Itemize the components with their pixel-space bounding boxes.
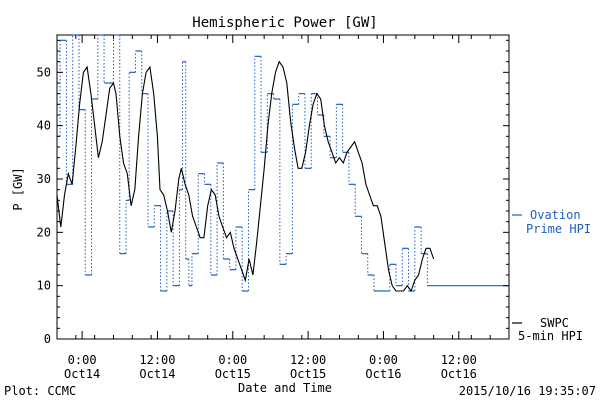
x-tick-time-label: 0:00	[218, 353, 247, 367]
y-axis-label: P [GW]	[11, 167, 25, 210]
x-axis-label: Date and Time	[238, 381, 332, 395]
x-tick-time-label: 0:00	[68, 353, 97, 367]
legend-swpc-label: SWPC	[540, 316, 569, 330]
y-tick-label: 0	[44, 332, 51, 346]
x-tick-day-label: Oct16	[365, 367, 401, 381]
x-axis: 0:00Oct1412:00Oct140:00Oct1512:00Oct150:…	[56, 35, 510, 381]
swpc-series-group	[56, 60, 435, 293]
x-tick-time-label: 12:00	[139, 353, 175, 367]
plot-frame	[56, 34, 510, 340]
y-tick-label: 10	[37, 279, 51, 293]
x-tick-time-label: 12:00	[441, 353, 477, 367]
legend-ovation-label: Ovation	[530, 208, 581, 222]
x-tick-day-label: Oct14	[139, 367, 175, 381]
x-tick-time-label: 0:00	[369, 353, 398, 367]
y-tick-label: 30	[37, 172, 51, 186]
plot-timestamp: 2015/10/16 19:35:07	[459, 384, 596, 398]
legend-ovation-label-line2: Prime HPI	[526, 222, 591, 236]
swpc-series-line	[56, 60, 435, 293]
chart-title: Hemispheric Power [GW]	[192, 15, 377, 31]
x-tick-day-label: Oct14	[64, 367, 100, 381]
x-tick-day-label: Oct15	[215, 367, 251, 381]
x-tick-day-label: Oct15	[290, 367, 326, 381]
plot-area	[56, 34, 510, 340]
y-axis-label-group: P [GW]	[11, 167, 25, 210]
y-tick-label: 50	[37, 65, 51, 79]
ovation-series-group	[57, 34, 509, 292]
y-tick-label: 40	[37, 119, 51, 133]
y-tick-label: 20	[37, 225, 51, 239]
y-axis: 0 10 20 30 40 50	[37, 39, 509, 346]
x-tick-time-label: 12:00	[290, 353, 326, 367]
x-tick-day-label: Oct16	[441, 367, 477, 381]
legend-swpc-label-line2: 5-min HPI	[518, 329, 583, 343]
plot-credit: Plot: CCMC	[4, 384, 76, 398]
